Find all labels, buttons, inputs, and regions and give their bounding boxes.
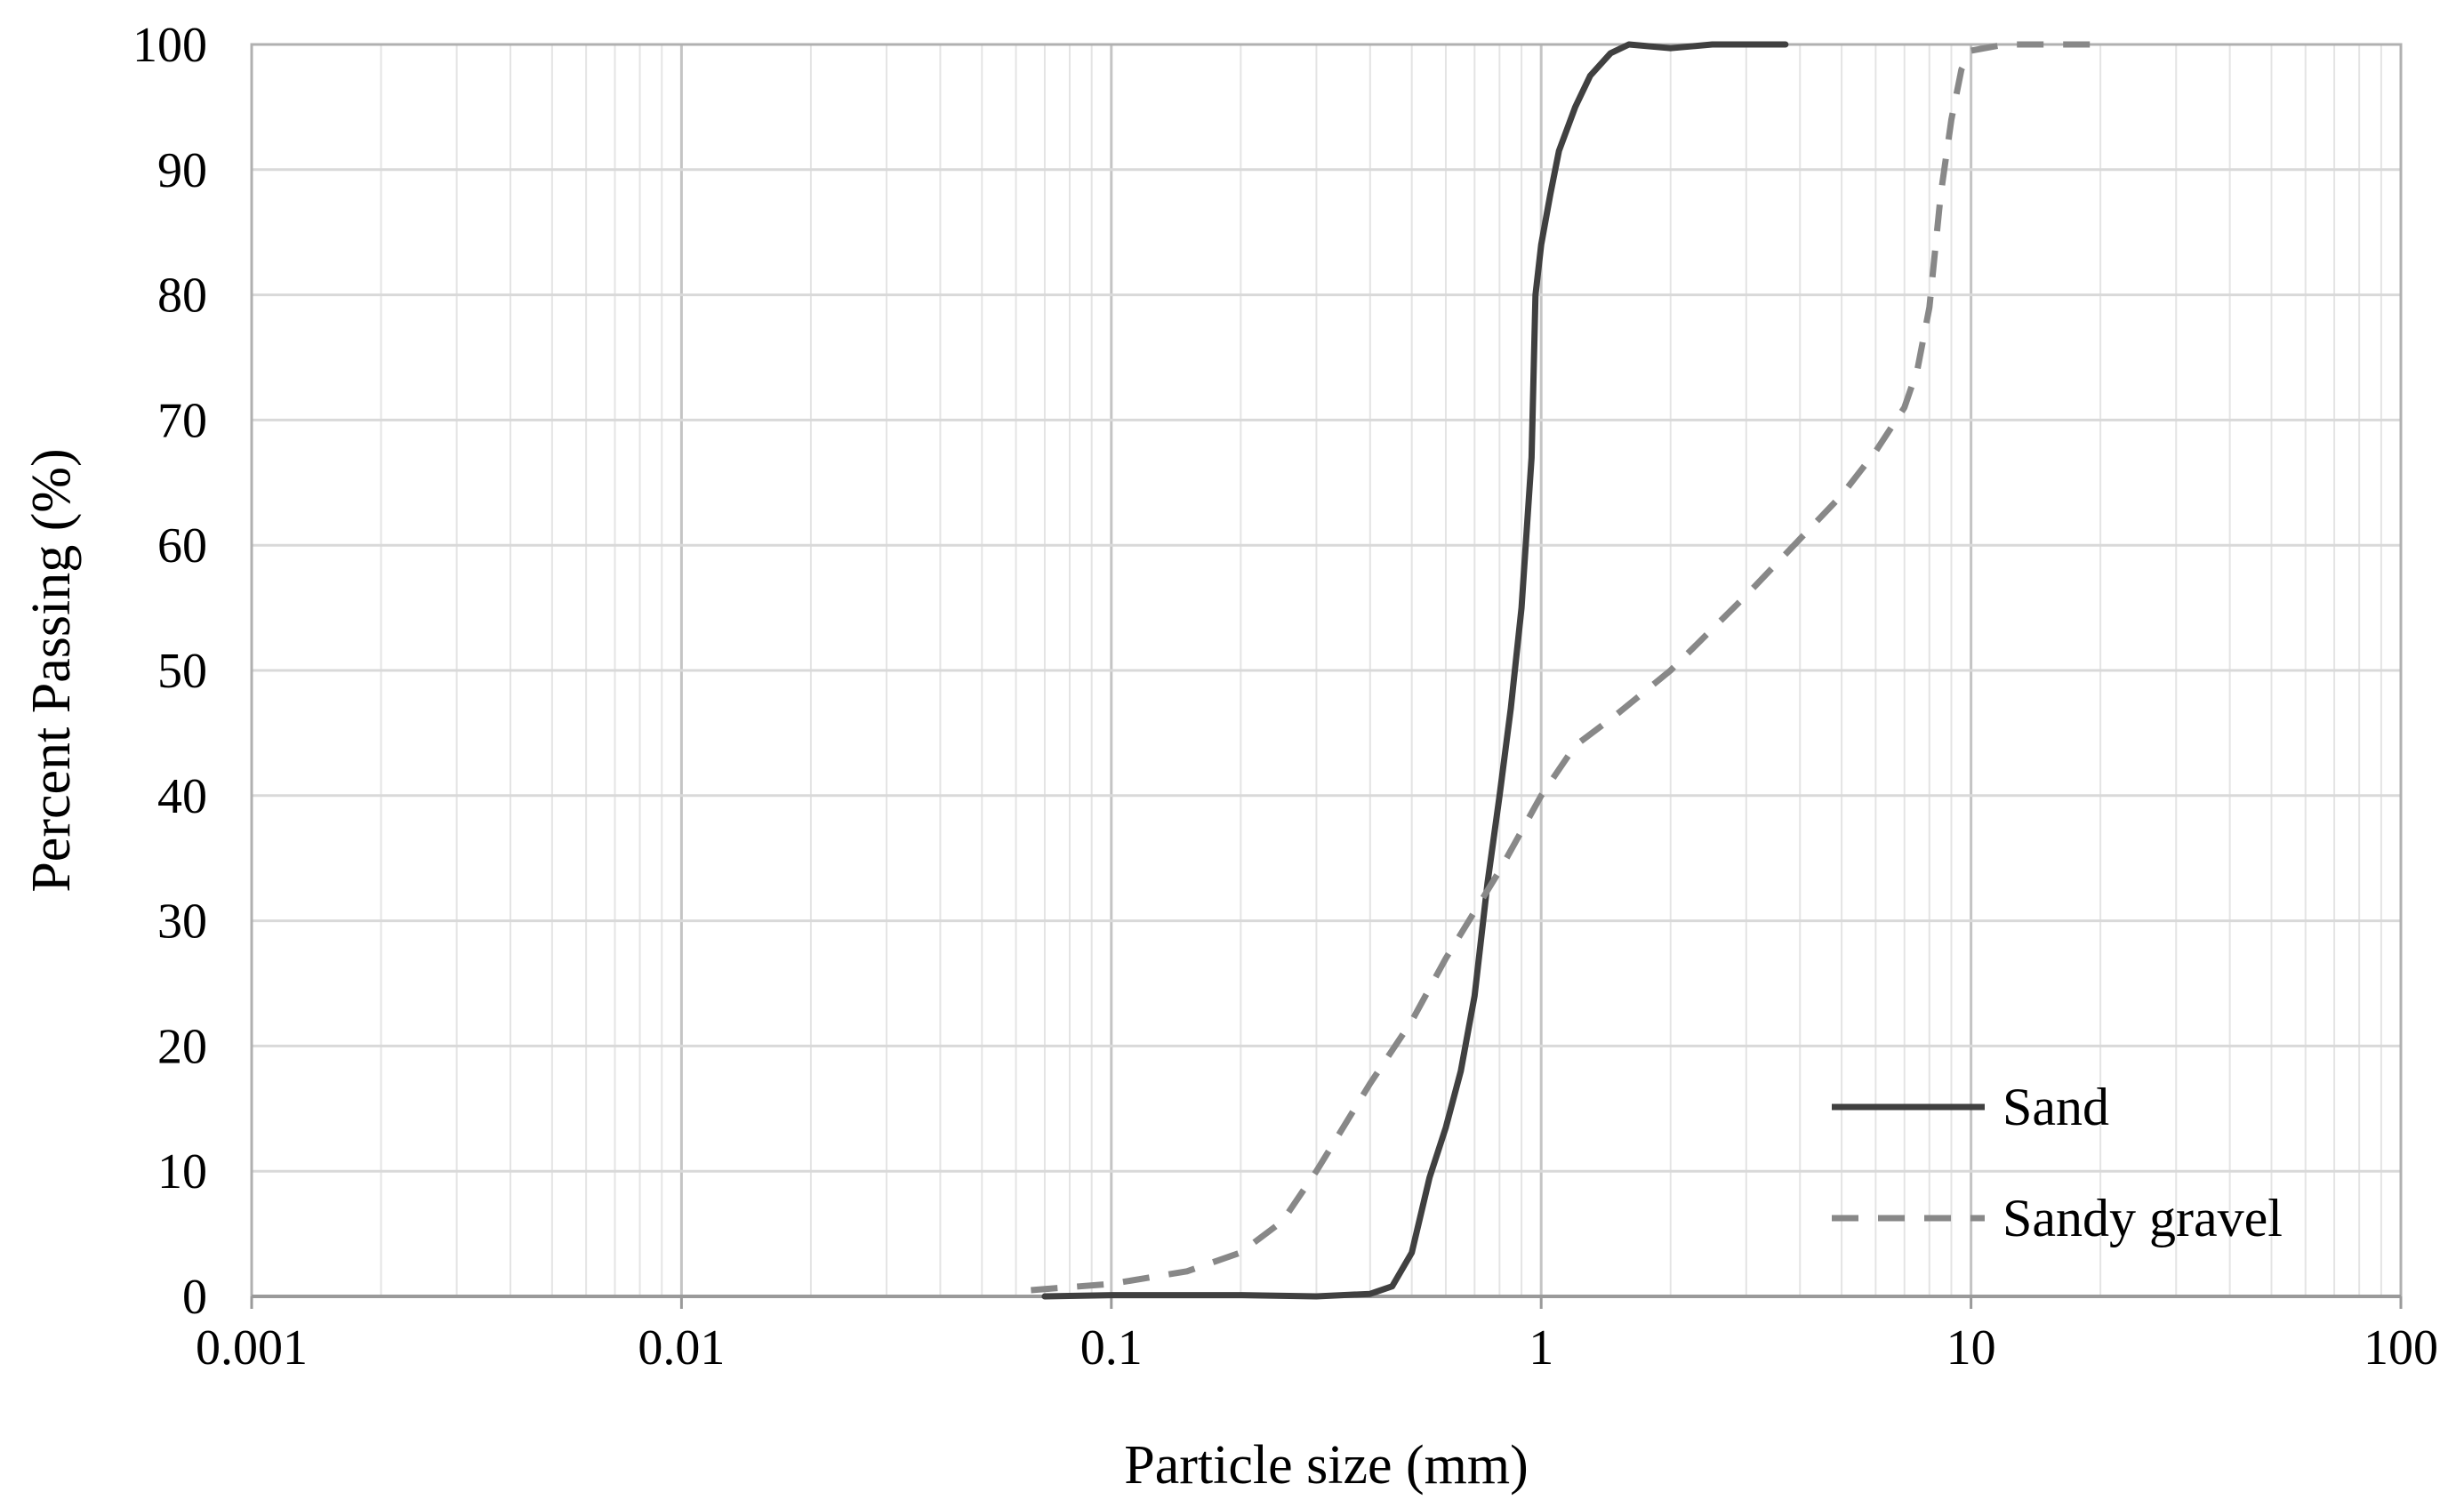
y-tick-label: 10 [157, 1144, 207, 1199]
series-line-sand [1041, 41, 1789, 1300]
x-axis-title: Particle size (mm) [1124, 1435, 1529, 1496]
y-tick-label: 20 [157, 1019, 207, 1074]
y-tick-label: 0 [182, 1270, 207, 1325]
legend-label-sand: Sand [2003, 1078, 2109, 1136]
x-tick-label: 0.1 [1080, 1320, 1143, 1376]
y-axis-title: Percent Passing (%) [21, 448, 82, 892]
y-tick-label: 100 [132, 18, 207, 73]
series-layer [1031, 41, 2101, 1300]
y-axis-tick-labels: 0 10 20 30 40 50 60 70 80 90 100 [132, 18, 207, 1325]
legend-label-sandy-gravel: Sandy gravel [2003, 1189, 2283, 1247]
y-tick-label: 80 [157, 269, 207, 324]
y-tick-label: 70 [157, 393, 207, 448]
y-tick-label: 30 [157, 894, 207, 950]
x-tick-label: 1 [1529, 1320, 1553, 1376]
x-axis-tick-labels: 0.001 0.01 0.1 1 10 100 [196, 1320, 2438, 1376]
y-tick-label: 50 [157, 644, 207, 699]
series-line-sandy-gravel [1031, 41, 2101, 1294]
x-tick-label: 0.001 [196, 1320, 308, 1376]
y-tick-label: 90 [157, 143, 207, 198]
x-tick-label: 10 [1946, 1320, 1996, 1376]
x-tick-label: 100 [2364, 1320, 2438, 1376]
chart-legend: Sand Sandy gravel [1832, 1078, 2283, 1247]
y-tick-label: 40 [157, 769, 207, 824]
x-tick-label: 0.01 [638, 1320, 725, 1376]
y-tick-label: 60 [157, 518, 207, 574]
